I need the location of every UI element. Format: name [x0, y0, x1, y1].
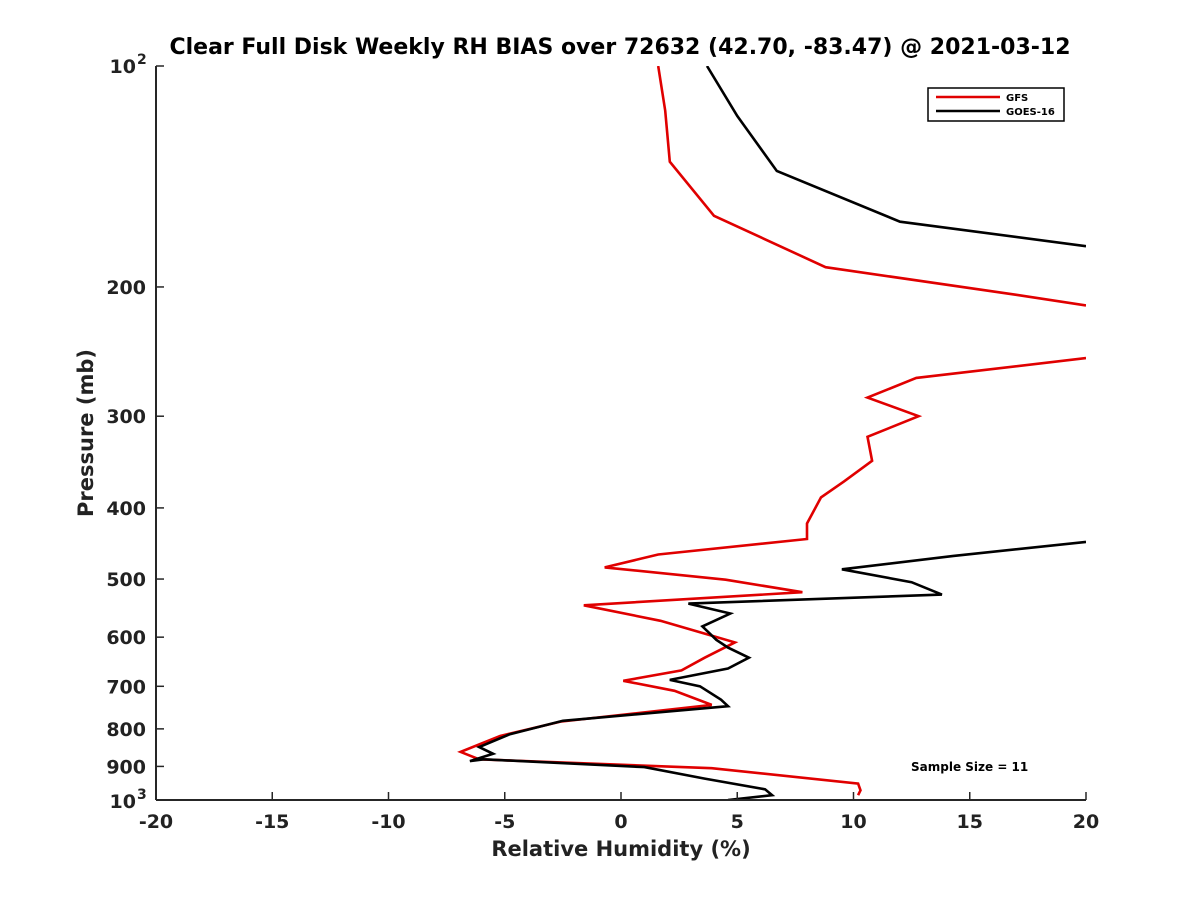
y-tick-label: 800 [106, 719, 146, 741]
y-tick-label: 10 [110, 56, 136, 78]
legend-label-goes16: GOES-16 [1006, 107, 1055, 118]
series-line-gfs-0 [656, 66, 1086, 307]
x-tick-label: 0 [614, 811, 627, 833]
y-tick-label: 10 [110, 791, 136, 813]
series-line-goes16-1 [469, 540, 1086, 800]
x-tick-label: 10 [840, 811, 866, 833]
y-tick-label: 200 [106, 277, 146, 299]
x-tick-label: -5 [494, 811, 515, 833]
y-tick-exponent: 2 [137, 52, 147, 68]
series-line-goes16-0 [705, 66, 1086, 248]
x-tick-label: 20 [1073, 811, 1099, 833]
axes-frame [155, 66, 1086, 801]
legend-label-gfs: GFS [1006, 93, 1028, 104]
sample-size-annotation: Sample Size = 11 [911, 760, 1028, 774]
x-axis-label: Relative Humidity (%) [491, 837, 750, 861]
x-axis-ticks: -20 -15 -10 -5 0 5 10 15 20 [139, 792, 1099, 833]
x-tick-label: -15 [255, 811, 289, 833]
y-tick-label: 600 [106, 627, 146, 649]
x-tick-label: 5 [731, 811, 744, 833]
y-tick-label: 300 [106, 406, 146, 428]
x-tick-label: 15 [957, 811, 983, 833]
y-tick-label: 500 [106, 569, 146, 591]
y-tick-label: 400 [106, 498, 146, 520]
chart-title: Clear Full Disk Weekly RH BIAS over 7263… [169, 35, 1070, 60]
x-tick-label: -10 [371, 811, 405, 833]
legend: GFS GOES-16 [927, 87, 1065, 122]
x-tick-label: -20 [139, 811, 173, 833]
y-axis-label: Pressure (mb) [74, 349, 98, 517]
y-tick-label: 700 [106, 676, 146, 698]
y-tick-label: 900 [106, 756, 146, 778]
legend-box [927, 87, 1065, 122]
series-line-gfs-1 [457, 356, 1086, 796]
series-layer [457, 66, 1086, 800]
y-tick-exponent: 3 [137, 787, 147, 803]
